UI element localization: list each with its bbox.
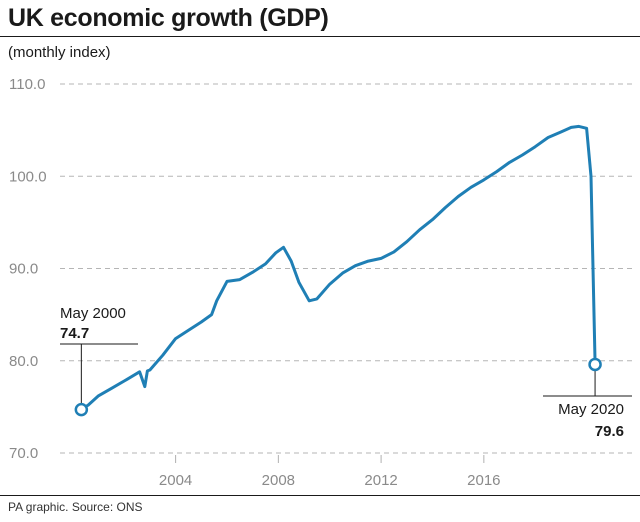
y-tick-label: 100.0 <box>9 168 47 185</box>
annotation-value-end: 79.6 <box>595 423 624 440</box>
point-marker-end <box>588 357 602 372</box>
annotation-date-start: May 2000 <box>60 305 126 322</box>
footer-rule <box>0 495 640 496</box>
point-marker-start <box>74 402 89 417</box>
source-note: PA graphic. Source: ONS <box>8 500 143 514</box>
y-tick-label: 110.0 <box>9 76 45 93</box>
x-tick-label: 2004 <box>159 472 192 489</box>
x-tick-label: 2012 <box>364 472 397 489</box>
y-tick-label: 90.0 <box>9 261 38 278</box>
annotation-value-start: 74.7 <box>60 325 89 342</box>
x-tick-label: 2016 <box>467 472 500 489</box>
chart-subtitle: (monthly index) <box>8 44 111 61</box>
gdp-series-line <box>79 124 597 412</box>
title-rule <box>0 36 640 37</box>
x-tick-label: 2008 <box>262 472 295 489</box>
annotation-date-end: May 2020 <box>558 401 624 418</box>
chart-title: UK economic growth (GDP) <box>8 4 329 32</box>
y-tick-label: 80.0 <box>9 353 38 370</box>
y-tick-label: 70.0 <box>9 445 38 462</box>
